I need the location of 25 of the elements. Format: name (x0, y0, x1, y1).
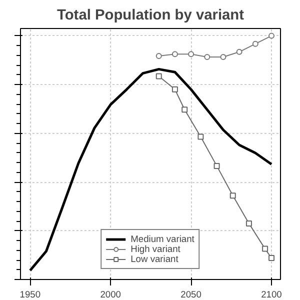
point (246, 220, 252, 226)
legend-label: Low variant (130, 254, 178, 264)
point (204, 54, 210, 60)
x-tick-label: 1950 (20, 290, 41, 300)
point (198, 134, 204, 140)
point (236, 48, 242, 55)
point (268, 32, 274, 39)
point (268, 255, 274, 262)
point (156, 53, 162, 60)
point (182, 106, 188, 113)
point (172, 86, 178, 92)
x-tick-label: 2100 (261, 290, 282, 300)
point (188, 51, 194, 58)
point (252, 40, 258, 47)
point (172, 51, 178, 58)
chart-title: Total Population by variant (56, 8, 244, 24)
legend-label: Medium variant (130, 234, 194, 244)
x-tick-label: 2050 (180, 290, 202, 300)
point (230, 192, 236, 199)
point (262, 246, 268, 252)
point (214, 162, 220, 169)
point (220, 54, 226, 60)
point (156, 73, 162, 80)
legend-label: High variant (130, 244, 180, 254)
x-tick-label: 2000 (100, 290, 121, 300)
